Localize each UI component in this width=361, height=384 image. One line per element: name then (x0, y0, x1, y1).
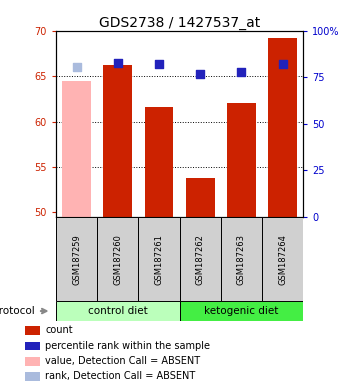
Text: GSM187260: GSM187260 (113, 234, 122, 285)
Point (197, 71, 203, 78)
Title: GDS2738 / 1427537_at: GDS2738 / 1427537_at (99, 16, 260, 30)
Bar (97, 217, 138, 301)
Text: control diet: control diet (88, 306, 148, 316)
Point (74, 64, 79, 70)
Point (239, 68, 244, 74)
Text: GSM187263: GSM187263 (237, 234, 246, 285)
Bar (62, 81, 91, 217)
Bar (227, 103, 256, 217)
Point (156, 61, 162, 68)
Bar (25, 372, 40, 381)
Bar (56, 301, 180, 321)
Text: GSM187264: GSM187264 (278, 234, 287, 285)
Bar (25, 342, 40, 350)
Bar (180, 301, 303, 321)
Bar (186, 178, 215, 217)
Bar (262, 217, 303, 301)
Text: GSM187261: GSM187261 (155, 234, 164, 285)
Bar (144, 107, 173, 217)
Point (115, 60, 121, 66)
Text: value, Detection Call = ABSENT: value, Detection Call = ABSENT (45, 356, 200, 366)
Bar (221, 217, 262, 301)
Bar (25, 357, 40, 366)
Bar (268, 38, 297, 217)
Point (280, 61, 286, 68)
Text: GSM187262: GSM187262 (196, 234, 205, 285)
Text: ketogenic diet: ketogenic diet (204, 306, 279, 316)
Bar (180, 217, 221, 301)
Text: rank, Detection Call = ABSENT: rank, Detection Call = ABSENT (45, 371, 196, 381)
Text: protocol: protocol (0, 306, 35, 316)
Bar (25, 326, 40, 335)
Text: GSM187259: GSM187259 (72, 234, 81, 285)
Bar (103, 65, 132, 217)
Text: percentile rank within the sample: percentile rank within the sample (45, 341, 210, 351)
Bar (138, 217, 180, 301)
Bar (56, 217, 97, 301)
Text: count: count (45, 325, 73, 335)
